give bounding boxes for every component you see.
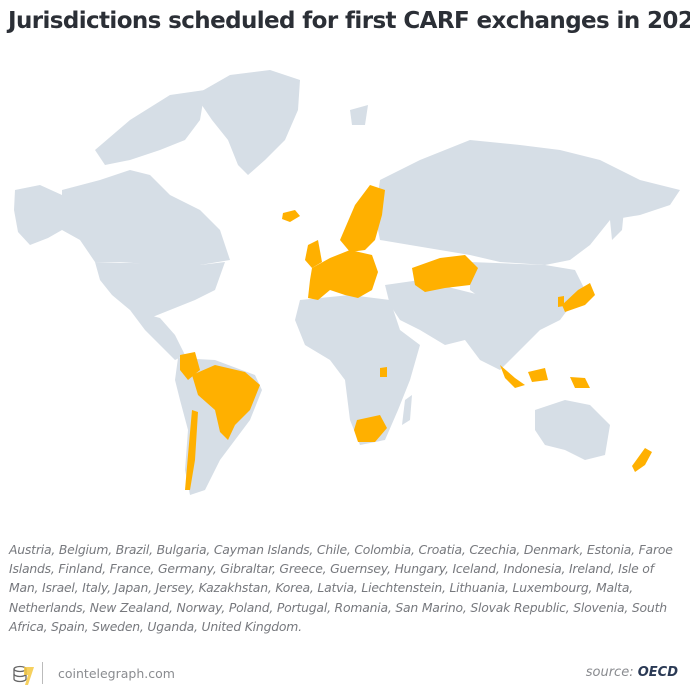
footer: cointelegraph.com source: OECD — [0, 656, 690, 692]
source-label: source: — [585, 665, 634, 680]
uganda — [380, 367, 387, 377]
alaska — [14, 185, 62, 245]
central-america — [130, 310, 185, 360]
greenland — [195, 70, 300, 175]
cointelegraph-logo-icon — [13, 665, 34, 685]
world-map — [14, 70, 680, 495]
japan — [562, 283, 595, 312]
usa — [95, 262, 225, 318]
new-zealand — [632, 448, 652, 472]
footer-divider — [42, 662, 43, 684]
site-name: cointelegraph.com — [58, 666, 175, 681]
kamchatka — [610, 200, 625, 240]
source-name: OECD — [637, 665, 678, 680]
land-masses — [14, 70, 680, 495]
uk-ireland — [305, 240, 322, 268]
arctic-islands — [95, 90, 205, 165]
source-credit: source: OECD — [586, 665, 678, 680]
kazakhstan — [412, 255, 478, 292]
korea — [558, 296, 564, 307]
indonesia — [500, 365, 590, 388]
australia — [535, 400, 610, 460]
chart-title: Jurisdictions scheduled for first CARF e… — [8, 8, 690, 34]
jurisdictions-list: Austria, Belgium, Brazil, Bulgaria, Caym… — [9, 542, 673, 634]
chile — [185, 410, 198, 490]
africa — [295, 295, 420, 445]
continental-europe — [308, 250, 378, 300]
china — [470, 262, 585, 320]
svalbard — [350, 105, 368, 125]
brazil — [192, 365, 260, 440]
russia — [375, 140, 680, 265]
colombia — [180, 352, 200, 380]
madagascar — [402, 395, 412, 425]
south-africa — [354, 415, 387, 442]
scandinavia — [340, 185, 385, 252]
iceland — [282, 210, 300, 222]
canada — [62, 170, 230, 265]
carf-jurisdictions — [180, 185, 652, 490]
